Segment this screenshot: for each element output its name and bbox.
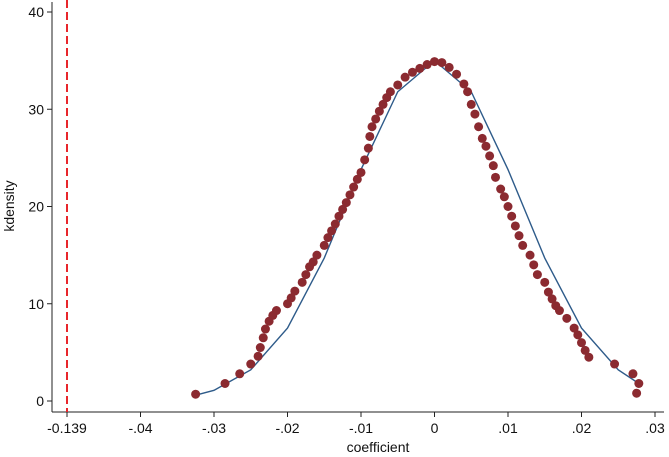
point	[466, 99, 476, 109]
point	[496, 184, 506, 194]
point	[253, 351, 263, 361]
point	[503, 202, 513, 211]
point	[430, 57, 439, 67]
point	[323, 233, 333, 243]
point	[444, 62, 454, 72]
point	[260, 324, 270, 334]
x-tick-label: -.04	[128, 420, 152, 436]
point	[400, 72, 410, 82]
point	[525, 250, 535, 260]
point	[341, 198, 351, 208]
point	[367, 122, 377, 132]
point	[356, 167, 366, 177]
point	[297, 277, 307, 287]
point	[371, 114, 381, 124]
point	[452, 69, 462, 79]
point	[330, 219, 340, 229]
y-tick-label: 0	[36, 393, 44, 409]
point	[499, 192, 509, 202]
point	[365, 131, 375, 141]
point	[437, 58, 447, 68]
y-tick-label: 30	[28, 101, 44, 117]
point	[286, 293, 296, 303]
x-tick-label: 0	[431, 420, 439, 436]
point	[422, 60, 432, 70]
density-line	[195, 59, 640, 396]
point	[584, 352, 594, 362]
point	[547, 294, 557, 304]
point	[319, 240, 329, 250]
point	[235, 369, 245, 379]
point	[510, 221, 520, 231]
point	[514, 231, 524, 241]
point	[308, 257, 318, 267]
point	[540, 277, 550, 287]
point	[246, 359, 256, 369]
x-tick-label: -0.139	[47, 420, 87, 436]
point	[271, 306, 281, 316]
point	[374, 106, 384, 116]
point	[554, 306, 564, 316]
point	[385, 87, 395, 97]
x-tick-label: -.02	[275, 420, 299, 436]
point	[488, 161, 498, 171]
point	[258, 333, 268, 343]
point	[363, 143, 373, 153]
point	[352, 174, 362, 184]
point	[628, 369, 638, 379]
point	[459, 79, 469, 89]
point	[632, 388, 642, 398]
point	[327, 226, 337, 236]
x-tick-label: .03	[645, 420, 665, 436]
y-tick-label: 20	[28, 199, 44, 215]
point	[334, 211, 344, 221]
point	[529, 260, 539, 270]
point	[610, 359, 620, 369]
point	[312, 250, 322, 260]
point	[543, 287, 553, 297]
y-tick-label: 40	[28, 4, 44, 20]
y-tick-label: 10	[28, 296, 44, 312]
point	[580, 345, 590, 355]
point	[634, 378, 644, 388]
point	[378, 99, 388, 109]
point	[474, 122, 484, 132]
point	[290, 286, 300, 296]
point	[345, 190, 355, 200]
point	[485, 151, 495, 161]
x-axis-label: coefficient	[347, 439, 410, 455]
point	[191, 389, 201, 399]
point	[463, 87, 473, 97]
point	[507, 211, 517, 221]
x-tick-label: -.03	[202, 420, 226, 436]
point	[532, 270, 542, 280]
x-tick-label: -.01	[349, 420, 373, 436]
y-axis-label: kdensity	[1, 180, 17, 231]
point	[477, 133, 487, 143]
point	[338, 204, 348, 214]
point	[470, 109, 480, 119]
point	[481, 141, 491, 151]
point	[491, 172, 501, 182]
point	[518, 240, 528, 250]
point	[415, 63, 425, 73]
point	[360, 155, 370, 165]
point	[220, 378, 230, 388]
point	[349, 182, 359, 192]
point	[393, 80, 403, 90]
x-tick-label: .01	[498, 420, 518, 436]
point	[407, 67, 417, 77]
x-tick-label: .02	[572, 420, 592, 436]
point	[569, 323, 579, 333]
point	[255, 343, 265, 353]
point	[301, 270, 311, 280]
point	[562, 313, 572, 323]
point	[573, 330, 583, 340]
point	[577, 338, 586, 348]
